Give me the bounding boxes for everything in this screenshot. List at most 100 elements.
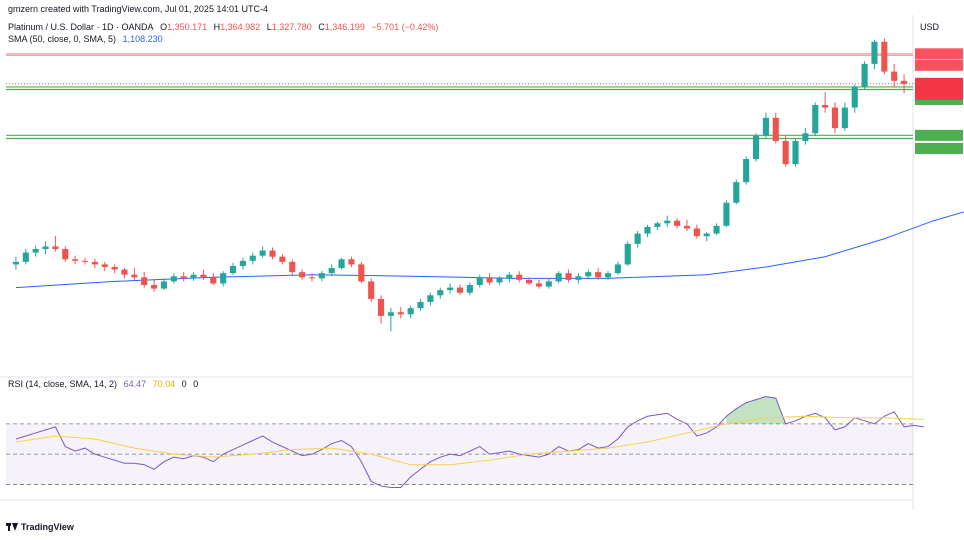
axis-layer [915,48,963,154]
candle-body [358,264,365,282]
candle [269,247,276,260]
candle-body [42,246,49,249]
candle [644,224,651,238]
candle [555,271,562,284]
rsi-sma-value: 70.04 [152,379,176,389]
creator-text: gmzern created with TradingView.com, Jul… [8,4,268,14]
candle [762,112,769,139]
ohlc-low: L1,327.780 [266,22,312,32]
candle [654,221,661,230]
sma-value: 1,108.230 [122,34,163,44]
symbol-title[interactable]: Platinum / U.S. Dollar · 1D · OANDA [8,22,154,32]
candle [180,272,187,282]
candle [318,271,325,282]
candle [881,38,888,75]
candle [693,224,700,239]
ohlc-change: −5.701 (−0.42%) [371,22,439,32]
level-label-upper-bg [915,48,963,60]
candle-body [12,261,19,265]
candle-body [151,285,158,289]
candle [812,102,819,136]
candle-body [466,285,473,293]
candle [52,236,59,252]
candle-body [308,277,316,279]
tradingview-logo-icon [6,523,18,531]
candle-body [841,107,848,129]
candle-body [644,226,651,234]
candle-body [762,117,769,136]
candle [121,268,128,279]
candle [210,273,217,285]
candle [259,246,266,258]
candle [368,278,375,302]
candle-body [72,259,79,261]
candle [348,256,355,267]
candle [831,102,839,134]
candle-body [52,246,59,249]
candle-body [368,281,375,299]
candle-body [555,273,562,282]
candle [841,102,848,131]
candle [91,258,98,269]
candle-body [200,274,207,278]
candle [624,241,631,266]
candle [466,282,473,296]
candle [131,268,138,280]
candle [12,256,19,270]
currency-label[interactable]: USD [920,22,940,32]
candle-body [160,281,168,289]
level-label-upper-bg [915,129,963,141]
candle-body [318,273,325,279]
candle [427,292,434,306]
rsi-legend[interactable]: RSI (14, close, SMA, 14, 2) 64.47 70.04 … [8,379,202,389]
candle [851,84,858,113]
candle [861,61,868,90]
candle-body [111,267,118,270]
candle-body [259,250,266,256]
candle-body [141,277,148,285]
candle [447,283,454,294]
candle-body [812,105,819,134]
candle [476,274,483,288]
candle [723,200,730,227]
candle-body [733,182,740,203]
candles-layer [12,38,908,332]
rsi-extra-1: 0 [181,379,187,389]
candle-body [407,308,414,315]
candle-body [614,264,621,274]
candle-body [624,243,631,265]
candle-body [792,141,799,165]
candle [170,273,177,284]
candle [802,128,809,145]
candle-body [901,80,908,84]
candle [733,179,740,205]
candle-body [545,281,552,287]
tradingview-logo[interactable]: TradingView [6,522,74,532]
candle [387,308,394,332]
candle-body [220,273,227,284]
sma-legend[interactable]: SMA (50, close, 0, SMA, 5) 1,108.230 [8,34,167,44]
candle-body [229,265,237,274]
candle [634,231,641,248]
candle-body [595,272,602,278]
candle-body [91,261,98,265]
candle [358,261,365,284]
ohlc-high: H1,364.982 [213,22,261,32]
tradingview-logo-text: TradingView [21,522,74,532]
candle-body [752,135,760,159]
candle [456,284,464,296]
candle [703,232,710,242]
candle [506,272,513,283]
candle [22,249,29,265]
candle-body [831,107,839,129]
creator-line: gmzern created with TradingView.com, Jul… [8,4,272,14]
candle [664,215,671,227]
candle-body [170,276,177,282]
candle-body [506,274,513,279]
candle-body [871,41,878,64]
candle-body [249,255,256,261]
candle [111,264,118,274]
candle-body [427,295,434,302]
candle-body [743,159,750,183]
